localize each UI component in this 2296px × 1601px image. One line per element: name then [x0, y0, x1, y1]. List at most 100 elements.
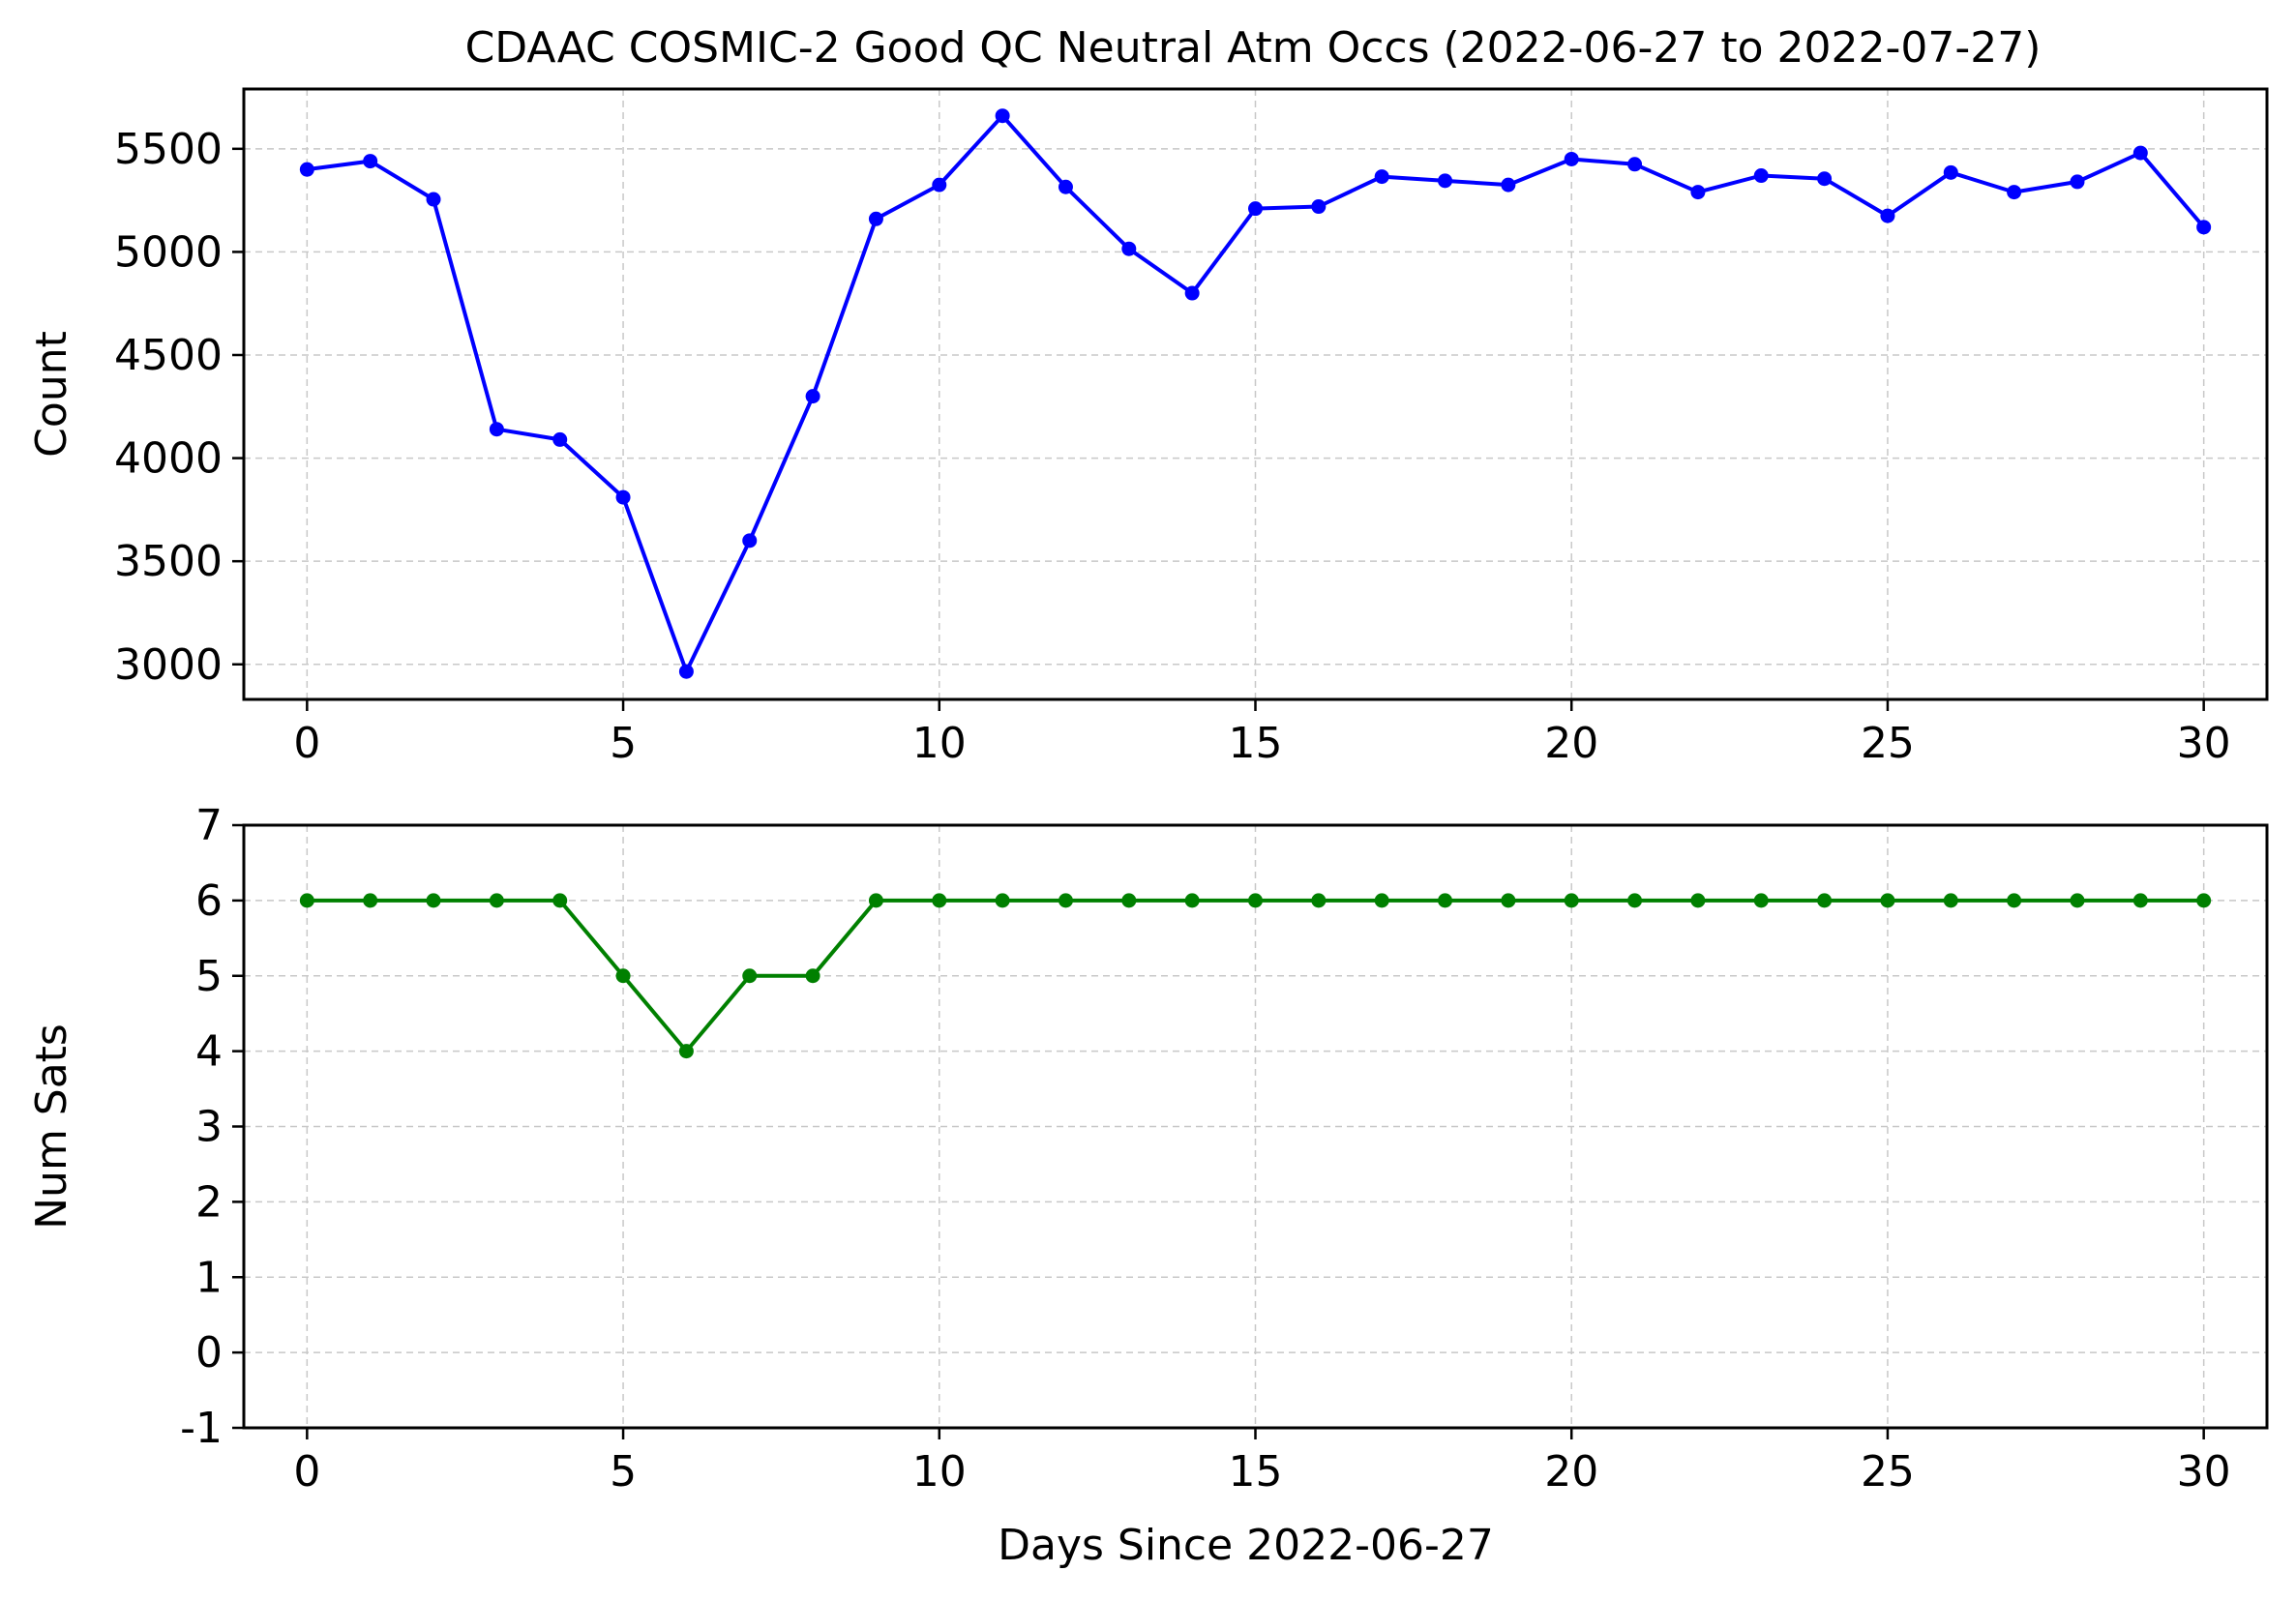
top-y-axis-label: Count — [27, 331, 76, 458]
top-x-tick-label: 15 — [1229, 719, 1283, 768]
top-data-point — [742, 533, 758, 548]
bottom-data-point — [1311, 893, 1327, 908]
bottom-x-tick-label: 20 — [1544, 1447, 1598, 1497]
bottom-y-tick-label: 6 — [195, 876, 223, 926]
bottom-data-point — [1058, 893, 1073, 908]
top-y-tick-label: 4000 — [114, 434, 223, 484]
bottom-data-point — [995, 893, 1010, 908]
bottom-data-point — [2196, 893, 2212, 908]
top-data-point — [1311, 199, 1327, 215]
top-data-point — [1438, 173, 1453, 189]
top-data-point — [2132, 145, 2148, 161]
bottom-data-point — [868, 893, 883, 908]
top-data-point — [1058, 179, 1073, 194]
bottom-data-point — [678, 1044, 694, 1059]
bottom-y-tick-label: 2 — [195, 1177, 223, 1227]
bottom-data-point — [2132, 893, 2148, 908]
bottom-axes-frame — [242, 823, 2269, 1430]
top-y-tick-label: 4500 — [114, 331, 223, 380]
bottom-data-point — [1753, 893, 1769, 908]
bottom-data-point — [1943, 893, 1958, 908]
bottom-data-point — [426, 893, 441, 908]
bottom-x-tick-label: 15 — [1229, 1447, 1283, 1497]
bottom-x-tick-label: 0 — [293, 1447, 320, 1497]
bottom-data-point — [299, 893, 314, 908]
top-x-tick-label: 0 — [293, 719, 320, 768]
bottom-data-point — [1438, 893, 1453, 908]
bottom-data-point — [932, 893, 947, 908]
top-data-point — [2196, 220, 2212, 235]
bottom-x-tick-label: 5 — [610, 1447, 637, 1497]
bottom-data-point — [552, 893, 568, 908]
top-y-tick-label: 3000 — [114, 640, 223, 690]
top-data-point — [1121, 241, 1137, 256]
bottom-x-tick-label: 10 — [912, 1447, 967, 1497]
top-data-point — [1627, 157, 1643, 172]
top-data-point — [2070, 174, 2085, 190]
top-data-point — [932, 177, 947, 193]
top-data-point — [678, 664, 694, 679]
bottom-y-tick-label: 4 — [195, 1027, 223, 1077]
bottom-data-point — [1501, 893, 1516, 908]
bottom-data-point — [742, 968, 758, 984]
top-y-tick-label: 5500 — [114, 125, 223, 174]
top-data-point — [1501, 177, 1516, 193]
top-data-point — [1753, 168, 1769, 184]
bottom-data-point — [2007, 893, 2022, 908]
top-data-point — [1690, 185, 1706, 200]
bottom-data-point — [1690, 893, 1706, 908]
bottom-data-point — [1627, 893, 1643, 908]
bottom-data-point — [805, 968, 820, 984]
top-x-tick-label: 5 — [610, 719, 637, 768]
top-data-point — [489, 422, 504, 437]
top-data-point — [1374, 169, 1389, 185]
top-data-point — [2007, 185, 2022, 200]
top-data-point — [1880, 208, 1895, 223]
bottom-y-tick-label: 7 — [195, 801, 223, 850]
bottom-data-point — [1121, 893, 1137, 908]
bottom-data-point — [1374, 893, 1389, 908]
top-y-tick-label: 5000 — [114, 227, 223, 277]
bottom-y-tick-label: 0 — [195, 1328, 223, 1378]
bottom-data-point — [1184, 893, 1200, 908]
top-data-point — [995, 108, 1010, 124]
bottom-y-axis-label: Num Sats — [27, 1023, 76, 1230]
bottom-data-point — [489, 893, 504, 908]
top-y-tick-label: 3500 — [114, 537, 223, 586]
bottom-x-axis-label: Days Since 2022-06-27 — [998, 1521, 1494, 1570]
bottom-data-point — [363, 893, 378, 908]
top-data-point — [426, 192, 441, 207]
bottom-y-tick-label: 3 — [195, 1103, 223, 1152]
top-data-point — [868, 211, 883, 226]
top-data-point — [363, 154, 378, 169]
top-panel-count: 0 5 10 15 20 25 30 3000 3500 4000 4500 5000 5500 Coun… — [27, 87, 2269, 768]
bottom-data-point — [1564, 893, 1579, 908]
bottom-data-point — [615, 968, 631, 984]
bottom-data-point — [1880, 893, 1895, 908]
top-data-point — [615, 489, 631, 505]
top-axes-frame — [242, 87, 2269, 701]
top-data-point — [299, 162, 314, 177]
top-data-point — [1184, 285, 1200, 301]
top-x-tick-label: 20 — [1544, 719, 1598, 768]
bottom-data-point — [1817, 893, 1833, 908]
bottom-x-tick-label: 25 — [1861, 1447, 1915, 1497]
bottom-y-tick-label: -1 — [180, 1404, 223, 1453]
top-data-point — [805, 389, 820, 404]
top-data-point — [1248, 201, 1263, 217]
top-x-tick-label: 25 — [1861, 719, 1915, 768]
bottom-y-tick-label: 1 — [195, 1253, 223, 1302]
top-data-point — [1943, 164, 1958, 180]
top-x-tick-label: 10 — [912, 719, 967, 768]
top-x-tick-label: 30 — [2177, 719, 2231, 768]
bottom-data-point — [2070, 893, 2085, 908]
bottom-y-tick-label: 5 — [195, 952, 223, 1001]
top-data-point — [552, 431, 568, 447]
chart-title: CDAAC COSMIC-2 Good QC Neutral Atm Occs … — [465, 23, 2042, 73]
top-data-point — [1564, 151, 1579, 166]
bottom-data-point — [1248, 893, 1263, 908]
top-data-point — [1817, 171, 1833, 187]
bottom-panel-num-sats: 0 5 10 15 20 25 30 -1 0 1 2 3 4 5 6 7 Num Sats Days Since… — [27, 801, 2269, 1570]
